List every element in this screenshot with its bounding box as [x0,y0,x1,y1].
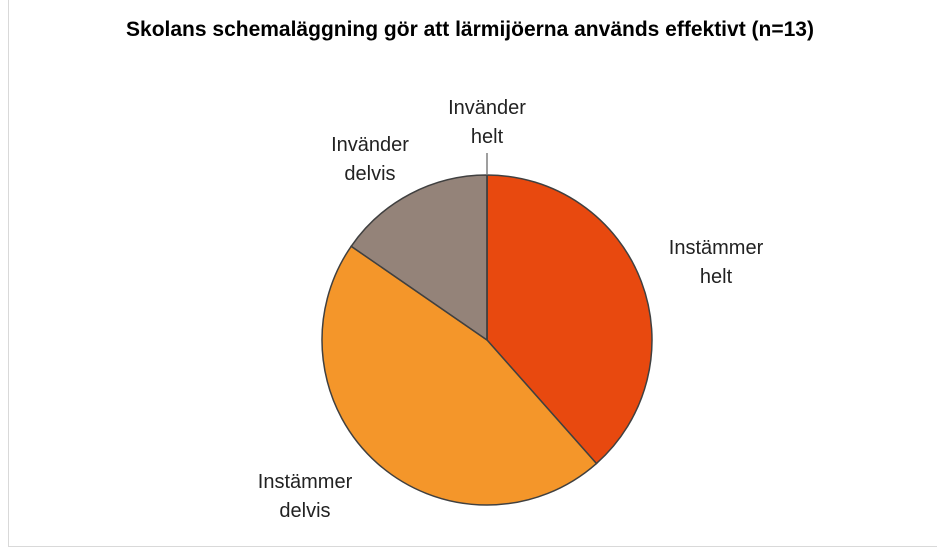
slice-label: Invänder helt [448,97,526,148]
chart-frame [8,0,937,547]
chart-title: Skolans schemaläggning gör att lärmijöer… [126,18,814,41]
slice-label: Invänder delvis [331,134,409,185]
pie-slice [486,174,653,465]
slice-label: Instämmer delvis [257,471,353,522]
pie-slice [321,245,598,506]
slice-label: Instämmer helt [668,237,764,288]
pie-slice [350,174,488,342]
